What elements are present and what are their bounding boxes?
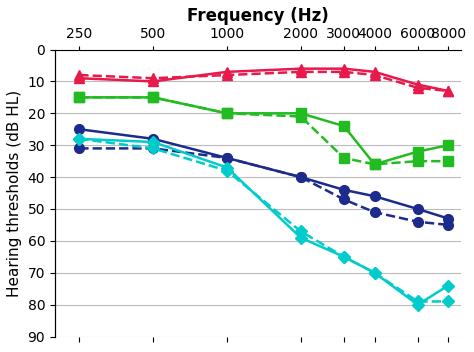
Y-axis label: Hearing thresholds (dB HL): Hearing thresholds (dB HL)	[7, 89, 22, 297]
X-axis label: Frequency (Hz): Frequency (Hz)	[187, 7, 328, 25]
